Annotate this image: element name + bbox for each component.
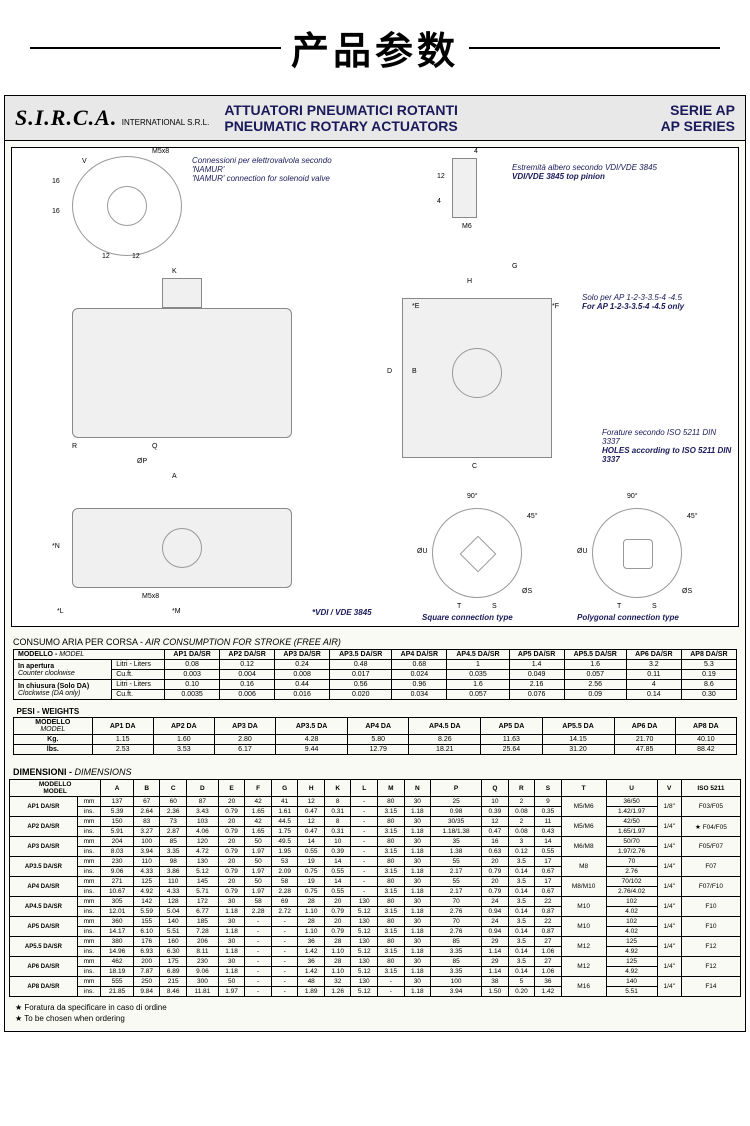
dim-op: ØP xyxy=(137,458,147,465)
dim-ou-a: ØU xyxy=(417,548,428,555)
poly-conn xyxy=(592,508,682,598)
page-title: 产品参数 xyxy=(281,20,469,75)
solo-label: Solo per AP 1-2-3-3.5-4 -4.5 For AP 1-2-… xyxy=(582,293,732,311)
m6-label: M6 xyxy=(462,223,472,230)
dim-s-a: S xyxy=(492,603,497,610)
dim-c: C xyxy=(472,463,477,470)
dim-4b: 4 xyxy=(437,198,441,205)
technical-diagram: Connessioni per elettrovalvola secondo '… xyxy=(11,147,739,627)
dim-t-b: T xyxy=(617,603,621,610)
square-type: Square connection type xyxy=(422,613,513,622)
dim-os-b: ØS xyxy=(682,588,692,595)
poly-type: Polygonal connection type xyxy=(577,613,679,622)
side-bore xyxy=(452,348,502,398)
weights-table: PESI - WEIGHTSMODELLOMODELAP1 DAAP2 DAAP… xyxy=(13,706,737,755)
poly-hole xyxy=(623,539,653,569)
title-en: PNEUMATIC ROTARY ACTUATORS xyxy=(224,118,660,134)
footnote-it: ★ Foratura da specificare in caso di ord… xyxy=(15,1003,735,1012)
sheet-header: S.I.R.C.A. INTERNATIONAL S.R.L. ATTUATOR… xyxy=(5,96,745,141)
footnotes: ★ Foratura da specificare in caso di ord… xyxy=(5,997,745,1031)
dim-f: *F xyxy=(552,303,559,310)
pinion-bracket xyxy=(452,158,477,218)
namur-center xyxy=(107,186,147,226)
dim-k: K xyxy=(172,268,177,275)
header-series: SERIE AP AP SERIES xyxy=(661,102,735,134)
vdi-label: Estremità albero secondo VDI/VDE 3845 VD… xyxy=(512,163,692,181)
dim-v: V xyxy=(82,158,87,165)
m5x8-label: M5x8 xyxy=(152,148,169,155)
dim-ou-b: ØU xyxy=(577,548,588,555)
dim-16a: 16 xyxy=(52,178,60,185)
dim-q: Q xyxy=(152,443,157,450)
logo-text: S.I.R.C.A. xyxy=(15,105,117,130)
actuator-top xyxy=(72,308,292,438)
deg45a: 45° xyxy=(527,513,538,520)
dim-t-a: T xyxy=(457,603,461,610)
datasheet: S.I.R.C.A. INTERNATIONAL S.R.L. ATTUATOR… xyxy=(4,95,746,1032)
title-line-right xyxy=(469,47,720,49)
dim-4: 4 xyxy=(474,148,478,155)
series-en: AP SERIES xyxy=(661,118,735,134)
page-title-bar: 产品参数 xyxy=(0,0,750,95)
dim-s-b: S xyxy=(652,603,657,610)
dim-title: DIMENSIONI - DIMENSIONS xyxy=(5,761,745,779)
logo-sub: INTERNATIONAL S.R.L. xyxy=(122,118,210,127)
dim-12c: 12 xyxy=(437,173,445,180)
deg90b: 90° xyxy=(627,493,638,500)
dim-b: B xyxy=(412,368,417,375)
front-bore xyxy=(162,528,202,568)
deg45b: 45° xyxy=(687,513,698,520)
title-it: ATTUATORI PNEUMATICI ROTANTI xyxy=(224,102,660,118)
title-line-left xyxy=(30,47,281,49)
dim-12b: 12 xyxy=(132,253,140,260)
dim-h: H xyxy=(467,278,472,285)
header-titles: ATTUATORI PNEUMATICI ROTANTI PNEUMATIC R… xyxy=(224,102,660,134)
dim-os-a: ØS xyxy=(522,588,532,595)
weights-section: PESI - WEIGHTSMODELLOMODELAP1 DAAP2 DAAP… xyxy=(13,706,737,755)
logo-block: S.I.R.C.A. INTERNATIONAL S.R.L. xyxy=(15,105,209,131)
dim-m: *M xyxy=(172,608,181,615)
dim-d: D xyxy=(387,368,392,375)
dim-a: A xyxy=(172,473,177,480)
deg90a: 90° xyxy=(467,493,478,500)
dim-l: *L xyxy=(57,608,64,615)
actuator-stem xyxy=(162,278,202,308)
air-table: MODELLO - MODELAP1 DA/SRAP2 DA/SRAP3 DA/… xyxy=(13,649,737,700)
dim-16b: 16 xyxy=(52,208,60,215)
footnote-en: ★ To be chosen when ordering xyxy=(15,1014,735,1023)
dim-e: *E xyxy=(412,303,419,310)
dim-g: G xyxy=(512,263,517,270)
square-hole xyxy=(460,536,497,573)
dim-r: R xyxy=(72,443,77,450)
series-it: SERIE AP xyxy=(661,102,735,118)
dim-n: *N xyxy=(52,543,60,550)
m5x8-b: M5x8 xyxy=(142,593,159,600)
vdi-std: *VDI / VDE 3845 xyxy=(312,608,372,617)
air-section-title: CONSUMO ARIA PER CORSA - AIR CONSUMPTION… xyxy=(5,633,745,649)
dim-table: MODELLOMODELABCDEFGHKLMNPQRSTUVISO 5211A… xyxy=(9,779,741,997)
square-conn xyxy=(432,508,522,598)
namur-label: Connessioni per elettrovalvola secondo '… xyxy=(192,156,352,183)
holes-label: Forature secondo ISO 5211 DIN 3337 HOLES… xyxy=(602,428,732,464)
dim-12a: 12 xyxy=(102,253,110,260)
